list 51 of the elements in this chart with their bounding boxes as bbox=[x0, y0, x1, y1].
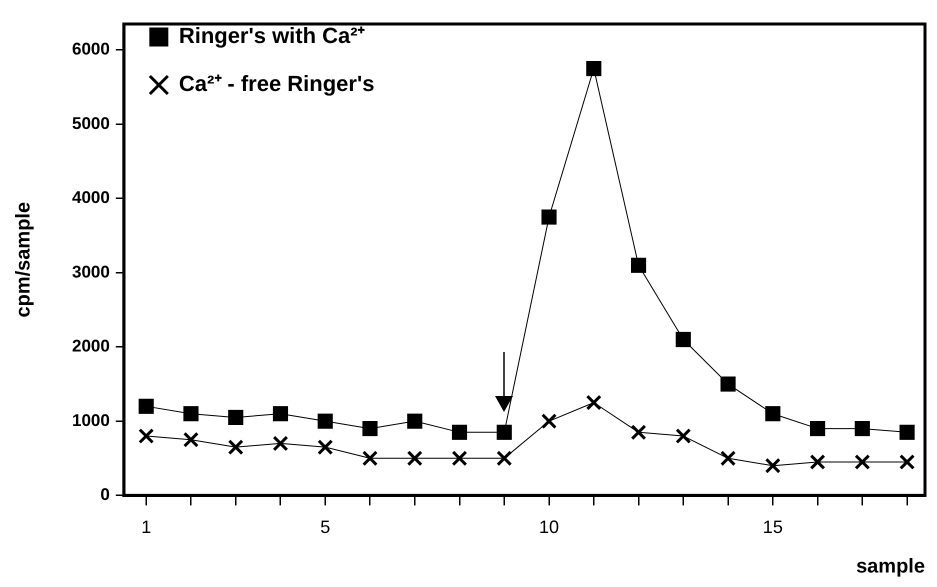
point bbox=[452, 450, 468, 466]
point bbox=[630, 424, 646, 440]
legend-label: Ca²⁺ - free Ringer's bbox=[178, 71, 374, 96]
x-tick-label: 15 bbox=[762, 517, 783, 538]
point bbox=[272, 436, 288, 452]
x-tick-label: 5 bbox=[320, 517, 330, 538]
y-tick-label: 3000 bbox=[72, 262, 110, 282]
point bbox=[586, 394, 602, 410]
point bbox=[183, 406, 199, 422]
y-tick-label: 1000 bbox=[72, 410, 110, 430]
y-tick-label: 6000 bbox=[72, 40, 110, 59]
legend-label: Ringer's with Ca²⁺ bbox=[178, 23, 366, 48]
point bbox=[183, 432, 199, 448]
y-axis-title: cpm/sample bbox=[12, 202, 35, 318]
point bbox=[138, 398, 154, 414]
point bbox=[586, 60, 602, 76]
point bbox=[854, 454, 870, 470]
point bbox=[406, 450, 423, 466]
point bbox=[810, 454, 826, 470]
point bbox=[900, 424, 915, 440]
point bbox=[810, 421, 826, 436]
point bbox=[272, 406, 288, 422]
y-tick-label: 5000 bbox=[72, 114, 110, 133]
point bbox=[541, 413, 557, 430]
x-axis-title: sample bbox=[856, 556, 925, 578]
point bbox=[899, 454, 915, 470]
x-tick-label: 10 bbox=[539, 517, 560, 538]
point bbox=[318, 414, 333, 429]
point bbox=[228, 439, 244, 456]
point bbox=[675, 428, 692, 444]
point bbox=[138, 428, 154, 444]
x-tick-label: 1 bbox=[141, 517, 152, 538]
y-tick-label: 2000 bbox=[72, 336, 110, 356]
point bbox=[228, 410, 244, 426]
point bbox=[765, 406, 780, 422]
point bbox=[362, 421, 378, 436]
y-tick-label: 0 bbox=[100, 485, 110, 504]
point bbox=[407, 414, 422, 429]
y-tick-label: 4000 bbox=[72, 188, 110, 208]
point bbox=[630, 258, 646, 273]
point bbox=[496, 450, 512, 466]
point bbox=[541, 209, 557, 225]
point bbox=[452, 424, 468, 440]
point bbox=[317, 439, 334, 456]
point bbox=[764, 458, 781, 474]
point bbox=[854, 421, 870, 436]
point bbox=[720, 450, 736, 466]
point bbox=[676, 332, 691, 348]
point bbox=[362, 450, 378, 466]
point bbox=[720, 376, 736, 392]
point bbox=[496, 424, 512, 440]
